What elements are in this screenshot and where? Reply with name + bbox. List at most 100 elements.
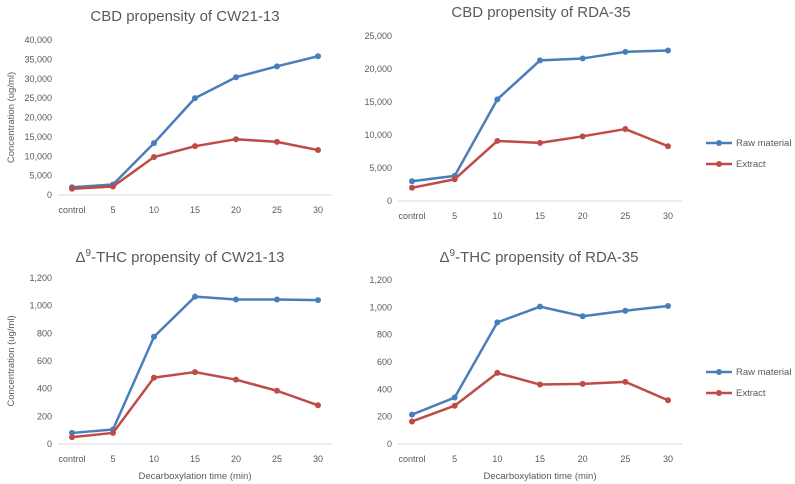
x-tick-label: 15	[190, 205, 200, 215]
x-tick-label: 15	[535, 211, 545, 221]
y-tick-label: 1,000	[29, 301, 52, 311]
x-tick-label: 15	[190, 454, 200, 464]
y-tick-label: 20,000	[24, 113, 52, 123]
data-point-raw-material	[537, 57, 543, 64]
series-line-raw-material	[411, 49, 669, 183]
data-point-raw-material	[151, 333, 157, 340]
data-point-extract	[315, 402, 321, 409]
chart-title: Δ9-THC propensity of CW21-13	[76, 248, 285, 266]
series-line-extract	[411, 371, 669, 423]
series-line-raw-material	[71, 55, 319, 189]
data-point-raw-material	[409, 411, 415, 418]
legend-label: Raw material	[736, 367, 791, 378]
y-tick-label: 10,000	[364, 130, 392, 140]
x-tick-label: 5	[452, 454, 457, 464]
y-tick-label: 800	[377, 330, 392, 340]
legend-marker	[716, 369, 722, 375]
data-point-extract	[579, 380, 586, 387]
y-tick-label: 600	[37, 356, 52, 366]
data-point-extract	[494, 369, 501, 376]
data-point-raw-material	[665, 47, 671, 54]
x-tick-label: 30	[313, 454, 323, 464]
x-tick-label: 10	[149, 205, 159, 215]
legend-marker	[716, 161, 722, 167]
data-point-extract	[451, 176, 458, 183]
data-point-extract	[537, 381, 543, 388]
y-tick-label: 600	[377, 357, 392, 367]
data-point-raw-material	[665, 302, 671, 309]
legend: Raw material Extract	[706, 138, 791, 170]
data-point-extract	[622, 126, 629, 133]
data-point-raw-material	[579, 313, 586, 320]
data-point-extract	[69, 185, 75, 192]
y-tick-label: 40,000	[24, 35, 52, 45]
data-point-extract	[151, 374, 157, 381]
data-point-extract	[192, 143, 198, 150]
data-point-raw-material	[494, 96, 501, 103]
y-tick-label: 1,200	[369, 275, 392, 285]
data-point-raw-material	[233, 74, 239, 81]
x-tick-label: 20	[578, 211, 588, 221]
x-tick-label: 15	[535, 454, 545, 464]
y-tick-label: 400	[377, 384, 392, 394]
data-point-extract	[409, 418, 415, 425]
x-tick-label: 5	[452, 211, 457, 221]
chart-3: Δ9-THC propensity of CW21-13 0 200 400 600 80…	[6, 248, 332, 482]
chart-title: Δ9-THC propensity of RDA-35	[440, 248, 639, 266]
series-line-extract	[411, 127, 669, 190]
y-tick-label: 0	[47, 439, 52, 449]
series-line-raw-material	[71, 295, 319, 435]
data-point-extract	[233, 376, 239, 383]
data-point-extract	[665, 397, 671, 404]
x-axis-label: Decarboxylation time (min)	[484, 471, 597, 482]
legend-marker	[716, 140, 722, 146]
y-tick-label: 30,000	[24, 74, 52, 84]
y-tick-label: 200	[377, 412, 392, 422]
y-tick-label: 0	[387, 439, 392, 449]
x-axis-label: Decarboxylation time (min)	[139, 471, 252, 482]
series-line-extract	[71, 370, 319, 439]
data-point-raw-material	[451, 394, 458, 401]
data-point-raw-material	[315, 53, 321, 60]
y-tick-label: 35,000	[24, 54, 52, 64]
data-point-raw-material	[494, 319, 501, 326]
y-tick-label: 400	[37, 384, 52, 394]
legend: Raw material Extract	[706, 367, 791, 399]
chart-title: CBD propensity of CW21-13	[90, 8, 279, 25]
y-axis-label: Concentration (ug/ml)	[6, 315, 17, 406]
data-point-extract	[451, 402, 458, 409]
x-tick-label: control	[398, 454, 425, 464]
y-tick-label: 1,200	[29, 273, 52, 283]
data-point-raw-material	[69, 429, 75, 436]
x-tick-label: 10	[492, 454, 502, 464]
x-tick-label: 10	[149, 454, 159, 464]
data-point-raw-material	[315, 297, 321, 304]
data-point-raw-material	[622, 48, 629, 55]
chart-4: Δ9-THC propensity of RDA-35 0 200 400 600 800…	[369, 248, 682, 482]
x-tick-label: control	[398, 211, 425, 221]
y-tick-label: 20,000	[364, 64, 392, 74]
data-point-extract	[110, 183, 116, 190]
y-tick-label: 15,000	[24, 132, 52, 142]
y-tick-label: 0	[387, 196, 392, 206]
data-point-raw-material	[151, 140, 157, 147]
x-tick-label: 5	[110, 205, 115, 215]
data-point-extract	[622, 378, 629, 385]
x-tick-label: 25	[272, 205, 282, 215]
data-point-extract	[274, 387, 280, 394]
chart-title: CBD propensity of RDA-35	[451, 4, 630, 21]
y-tick-label: 1,000	[369, 302, 392, 312]
data-point-extract	[151, 154, 157, 161]
y-tick-label: 200	[37, 411, 52, 421]
data-point-raw-material	[274, 296, 280, 303]
data-point-raw-material	[192, 293, 198, 300]
x-tick-label: 20	[578, 454, 588, 464]
y-tick-label: 5,000	[369, 163, 392, 173]
legend-marker	[716, 390, 722, 396]
data-point-raw-material	[409, 178, 415, 185]
x-tick-label: 5	[110, 454, 115, 464]
data-point-extract	[494, 137, 501, 144]
x-tick-label: 20	[231, 205, 241, 215]
data-point-extract	[69, 434, 75, 441]
